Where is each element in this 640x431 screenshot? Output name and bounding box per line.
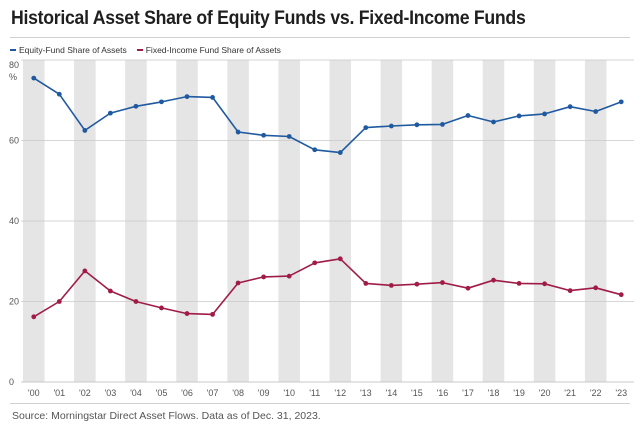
legend-label-fixed-income: Fixed-Income Fund Share of Assets	[145, 45, 281, 55]
x-tick-label: '14	[385, 388, 397, 398]
data-point-fixed-income	[491, 277, 496, 283]
data-point-equity	[593, 109, 599, 114]
data-point-fixed-income	[337, 256, 343, 262]
x-tick-label: '23	[615, 388, 627, 398]
source-note: Source: Morningstar Direct Asset Flows. …	[12, 410, 321, 422]
data-point-equity	[440, 122, 445, 127]
data-point-equity	[235, 129, 241, 135]
x-tick-label: '19	[513, 388, 525, 398]
data-point-fixed-income	[593, 285, 599, 291]
data-point-equity	[210, 95, 215, 100]
data-point-fixed-income	[159, 305, 164, 311]
legend-item-fixed-income: Fixed-Income Fund Share of Assets	[136, 45, 281, 55]
data-point-equity	[184, 94, 190, 100]
x-tick-label: '07	[207, 388, 219, 398]
data-point-equity	[133, 103, 139, 109]
x-tick-label: '11	[309, 388, 320, 398]
y-tick-label: 0	[9, 377, 14, 387]
data-point-equity	[286, 134, 292, 139]
legend-swatch-equity	[10, 49, 16, 51]
title-divider	[10, 37, 630, 38]
data-point-equity	[312, 147, 318, 153]
data-point-equity	[465, 113, 471, 118]
data-point-equity	[56, 91, 62, 97]
x-tick-label: '00	[28, 388, 40, 398]
data-point-equity	[31, 75, 37, 81]
y-tick-label: 60	[9, 136, 19, 146]
data-point-fixed-income	[363, 280, 369, 286]
series-line-fixed-income	[33, 257, 622, 318]
data-point-fixed-income	[210, 311, 215, 317]
legend-label-equity: Equity-Fund Share of Assets	[19, 45, 127, 55]
data-point-fixed-income	[261, 274, 267, 280]
x-tick-label: '05	[156, 388, 168, 398]
data-point-fixed-income	[388, 283, 394, 288]
data-point-fixed-income	[31, 314, 37, 320]
footer-divider	[10, 403, 630, 404]
y-tick-label: 40	[9, 216, 19, 226]
data-point-fixed-income	[465, 285, 471, 291]
data-point-equity	[618, 99, 624, 105]
data-point-fixed-income	[56, 299, 62, 304]
x-tick-label: '12	[334, 388, 346, 398]
x-tick-label: '16	[437, 388, 449, 398]
x-tick-label: '21	[564, 388, 576, 398]
x-tick-label: '03	[105, 388, 117, 398]
chart-legend: Equity-Fund Share of Assets Fixed-Income…	[10, 45, 281, 55]
data-point-fixed-income	[184, 311, 190, 316]
x-tick-label: '04	[130, 388, 142, 398]
x-tick-label: '09	[258, 388, 270, 398]
x-tick-label: '20	[539, 388, 551, 398]
data-point-fixed-income	[567, 288, 573, 294]
data-point-fixed-income	[235, 280, 241, 286]
x-tick-label: '06	[181, 388, 193, 398]
y-tick-label: 20	[9, 297, 19, 307]
data-point-equity	[261, 132, 267, 138]
y-tick-label: 80	[9, 60, 19, 70]
data-point-fixed-income	[542, 281, 548, 287]
data-point-equity	[337, 150, 343, 155]
series-line-equity	[33, 77, 622, 154]
y-axis-unit-label: %	[9, 72, 18, 82]
legend-item-equity: Equity-Fund Share of Assets	[10, 45, 127, 55]
x-tick-label: '17	[462, 388, 474, 398]
chart-title: Historical Asset Share of Equity Funds v…	[11, 8, 526, 29]
data-point-fixed-income	[107, 288, 113, 294]
data-point-equity	[542, 111, 548, 117]
data-point-equity	[516, 113, 522, 119]
x-tick-label: '10	[283, 388, 295, 398]
x-tick-label: '22	[590, 388, 602, 398]
data-point-fixed-income	[440, 280, 445, 285]
x-tick-label: '08	[232, 388, 244, 398]
data-point-equity	[363, 125, 369, 131]
data-point-fixed-income	[133, 299, 139, 304]
data-point-fixed-income	[516, 280, 522, 286]
x-tick-label: '18	[488, 388, 500, 398]
legend-swatch-fixed-income	[136, 49, 143, 51]
x-tick-label: '02	[79, 388, 91, 398]
data-point-equity	[491, 119, 496, 125]
data-point-equity	[414, 122, 420, 128]
x-tick-label: '15	[411, 388, 423, 398]
data-point-fixed-income	[312, 260, 318, 266]
data-point-fixed-income	[414, 281, 420, 287]
data-point-fixed-income	[286, 273, 292, 279]
data-point-equity	[82, 128, 88, 133]
x-tick-label: '01	[53, 388, 65, 398]
data-point-equity	[107, 110, 113, 116]
data-point-fixed-income	[82, 268, 88, 274]
x-tick-label: '13	[360, 388, 372, 398]
data-point-fixed-income	[618, 292, 624, 298]
data-point-equity	[388, 123, 394, 129]
data-point-equity	[567, 104, 573, 110]
data-point-equity	[159, 99, 164, 105]
